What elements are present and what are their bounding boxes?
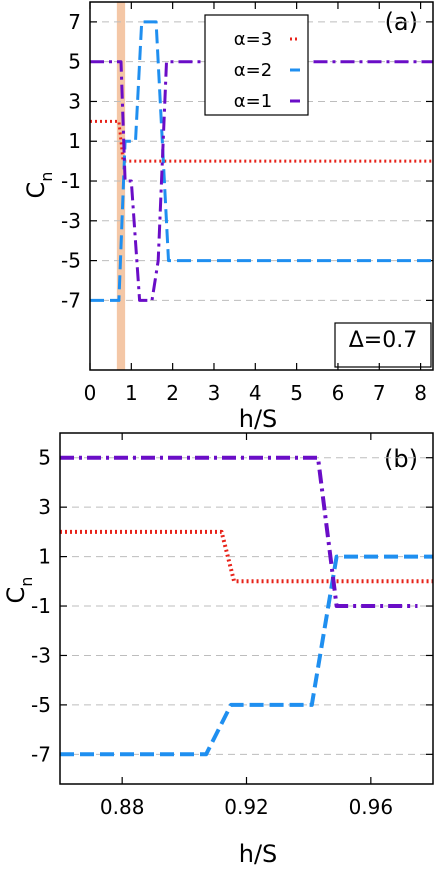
panel-b-label: (b): [384, 445, 418, 473]
y-tick-label: -7: [61, 288, 81, 312]
y-tick-label: 5: [38, 446, 51, 470]
y-tick-label: -7: [31, 742, 51, 766]
x-tick-label: 4: [249, 381, 262, 405]
x-tick-label: 8: [414, 381, 427, 405]
legend-label: α=1: [234, 91, 272, 112]
panel-a-plot: -7 -5 -3 -1 1 3 5 7 0 1 2 3 4 5 6 7 8 α=3 α=2 α=1: [61, 1, 434, 405]
y-tick-label: -1: [31, 594, 51, 618]
y-tick-label: -3: [61, 209, 81, 233]
x-tick-label: 5: [290, 381, 303, 405]
panel-b-xlabel: h/S: [239, 840, 278, 868]
panel-a-label: (a): [385, 8, 418, 36]
plot-frame: [59, 432, 434, 785]
panel-a-ylabel-main: C: [22, 182, 50, 199]
series-line-dashdot: [60, 455, 418, 608]
x-tick-label: 0: [84, 381, 97, 405]
legend-box: [204, 14, 309, 116]
y-tick-label: -5: [61, 249, 81, 273]
y-tick-label: 5: [68, 50, 81, 74]
panel-b-ylabel-sub: n: [17, 577, 36, 587]
legend-label: α=3: [234, 29, 272, 50]
x-tick-label: 3: [208, 381, 221, 405]
x-tick-label: 7: [373, 381, 386, 405]
panel-a-ylabel-sub: n: [37, 172, 56, 182]
panel-b-plot: -7 -5 -3 -1 1 3 5 0.88 0.92 0.96: [31, 432, 434, 819]
x-tick-label: 0.96: [349, 795, 394, 819]
y-tick-label: -5: [31, 693, 51, 717]
panel-b-ylabel: Cn: [2, 577, 36, 604]
series-line-dashed: [90, 20, 433, 302]
panel-a-annotation: Δ=0.7: [349, 328, 417, 353]
series-line-dotted: [60, 529, 433, 584]
y-tick-label: 1: [38, 545, 51, 569]
y-tick-label: 7: [68, 10, 81, 34]
panel-a-ylabel: Cn: [22, 172, 56, 199]
panel-a-xlabel: h/S: [239, 405, 278, 433]
y-tick-label: 3: [38, 495, 51, 519]
x-tick-label: 0.88: [100, 795, 145, 819]
x-tick-label: 0.92: [224, 795, 269, 819]
svg-text:Cn: Cn: [2, 577, 36, 604]
y-tick-label: 1: [68, 129, 81, 153]
y-tick-label: 3: [68, 89, 81, 113]
svg-text:Cn: Cn: [22, 172, 56, 199]
shaded-region: [116, 2, 126, 370]
x-tick-label: 1: [125, 381, 138, 405]
legend-label: α=2: [234, 60, 272, 81]
series-lines: [60, 455, 433, 757]
x-tick-label: 6: [332, 381, 345, 405]
plot-frame: [89, 1, 434, 371]
series-line-dashdot: [90, 60, 433, 302]
y-tick-label: -1: [61, 169, 81, 193]
series-line-dashed: [60, 554, 433, 757]
series-lines: [90, 20, 433, 302]
y-tick-label: -3: [31, 643, 51, 667]
annotation-box: [334, 322, 432, 368]
panel-b-ylabel-main: C: [2, 587, 30, 604]
x-tick-label: 2: [166, 381, 179, 405]
